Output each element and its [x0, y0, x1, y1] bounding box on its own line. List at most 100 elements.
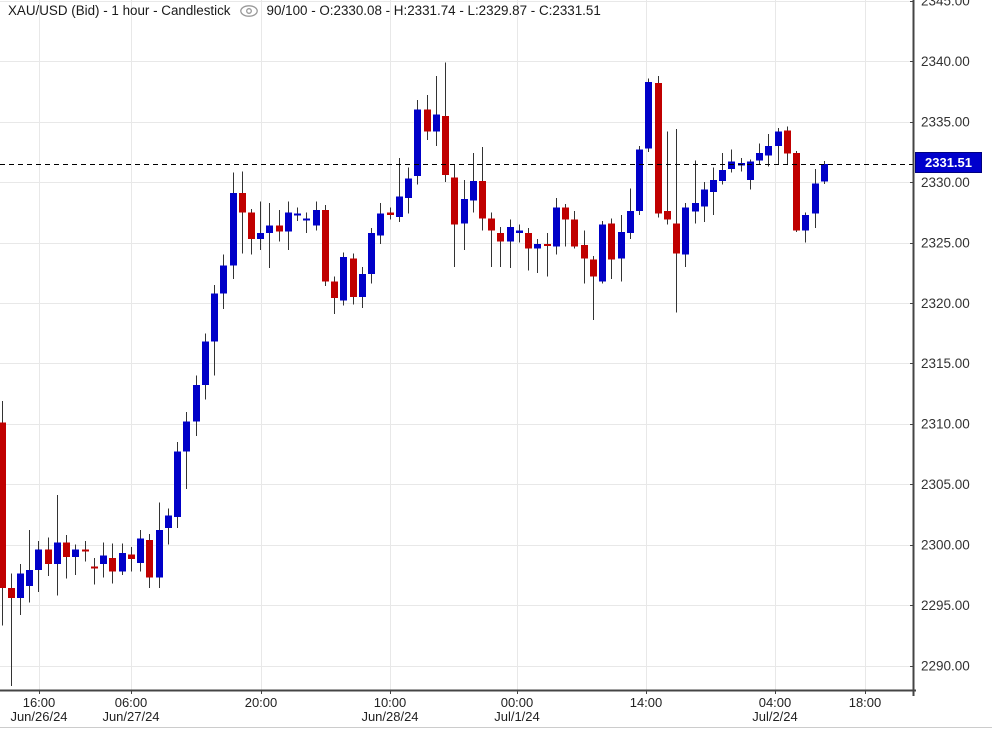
candle[interactable]	[174, 442, 181, 528]
candle[interactable]	[636, 146, 643, 215]
candle[interactable]	[220, 254, 227, 310]
candle[interactable]	[627, 188, 634, 239]
candle[interactable]	[276, 210, 283, 242]
candle[interactable]	[451, 164, 458, 267]
candle[interactable]	[747, 159, 754, 190]
candle[interactable]	[82, 541, 89, 562]
candle[interactable]	[793, 150, 800, 232]
candle[interactable]	[26, 530, 33, 603]
candle[interactable]	[544, 233, 551, 277]
candle[interactable]	[562, 204, 569, 247]
candle[interactable]	[109, 543, 116, 584]
time-axis-label: 10:00	[374, 695, 407, 710]
candle[interactable]	[618, 214, 625, 282]
candle[interactable]	[442, 62, 449, 183]
candle[interactable]	[322, 205, 329, 287]
candle[interactable]	[45, 537, 52, 577]
candle[interactable]	[303, 212, 310, 233]
candle[interactable]	[405, 167, 412, 214]
candle[interactable]	[821, 161, 828, 184]
time-axis-label: 06:00	[115, 695, 148, 710]
candle[interactable]	[128, 547, 135, 572]
candle[interactable]	[0, 400, 6, 626]
candle[interactable]	[387, 207, 394, 220]
price-axis[interactable]: 2345.00 2340.00 2335.00 2330.00 2325.00 2320.…	[921, 0, 970, 673]
candle[interactable]	[396, 158, 403, 223]
candle[interactable]	[424, 95, 431, 140]
candle[interactable]	[775, 127, 782, 165]
candle[interactable]	[137, 530, 144, 572]
candle[interactable]	[497, 226, 504, 267]
current-price-label: 2331.51	[915, 152, 982, 173]
candle[interactable]	[285, 201, 292, 250]
candle[interactable]	[414, 100, 421, 185]
candle[interactable]	[146, 533, 153, 589]
candle[interactable]	[581, 230, 588, 284]
candle[interactable]	[165, 508, 172, 545]
candle[interactable]	[525, 228, 532, 271]
candle[interactable]	[331, 276, 338, 314]
candle[interactable]	[239, 171, 246, 254]
candle[interactable]	[294, 207, 301, 221]
candle[interactable]	[802, 212, 809, 243]
visibility-eye-icon[interactable]	[238, 4, 260, 18]
candle[interactable]	[682, 202, 689, 267]
candle[interactable]	[516, 224, 523, 243]
candle[interactable]	[608, 218, 615, 279]
candle[interactable]	[368, 228, 375, 284]
candle[interactable]	[507, 219, 514, 268]
candle[interactable]	[266, 202, 273, 268]
candle[interactable]	[35, 541, 42, 592]
candle[interactable]	[664, 131, 671, 225]
candle[interactable]	[470, 153, 477, 213]
candle[interactable]	[350, 253, 357, 305]
price-axis-label: 2305.00	[921, 477, 970, 492]
candle[interactable]	[645, 78, 652, 152]
candle[interactable]	[488, 212, 495, 267]
candle[interactable]	[571, 211, 578, 249]
candle[interactable]	[710, 167, 717, 215]
candle[interactable]	[248, 208, 255, 255]
candle[interactable]	[54, 495, 61, 596]
candle[interactable]	[461, 179, 468, 250]
price-axis-label: 2325.00	[921, 235, 970, 250]
candle[interactable]	[479, 147, 486, 231]
candle[interactable]	[100, 542, 107, 578]
candle[interactable]	[202, 333, 209, 400]
candle[interactable]	[728, 149, 735, 173]
candle[interactable]	[119, 543, 126, 575]
candle[interactable]	[590, 255, 597, 320]
candle[interactable]	[72, 544, 79, 575]
candle[interactable]	[359, 266, 366, 308]
candle[interactable]	[812, 168, 819, 229]
candles-layer[interactable]	[0, 62, 828, 687]
time-axis-label: 20:00	[245, 695, 278, 710]
candle[interactable]	[91, 558, 98, 585]
candle[interactable]	[17, 564, 24, 615]
candle[interactable]	[433, 75, 440, 146]
candle[interactable]	[63, 535, 70, 579]
candle[interactable]	[193, 375, 200, 436]
candle[interactable]	[534, 239, 541, 273]
candle[interactable]	[553, 197, 560, 255]
candle[interactable]	[655, 75, 662, 218]
candle[interactable]	[719, 153, 726, 185]
candle[interactable]	[340, 252, 347, 306]
candle[interactable]	[211, 284, 218, 376]
candle[interactable]	[784, 126, 791, 165]
candle[interactable]	[701, 182, 708, 223]
candle[interactable]	[765, 133, 772, 167]
candle[interactable]	[756, 143, 763, 165]
candle[interactable]	[257, 201, 264, 250]
candle[interactable]	[377, 202, 384, 244]
candle[interactable]	[183, 411, 190, 490]
candle[interactable]	[230, 172, 237, 279]
candle[interactable]	[313, 201, 320, 231]
candle[interactable]	[156, 502, 163, 589]
candle[interactable]	[599, 220, 606, 284]
candle[interactable]	[8, 573, 15, 687]
candle[interactable]	[692, 160, 699, 224]
candle[interactable]	[673, 129, 680, 313]
